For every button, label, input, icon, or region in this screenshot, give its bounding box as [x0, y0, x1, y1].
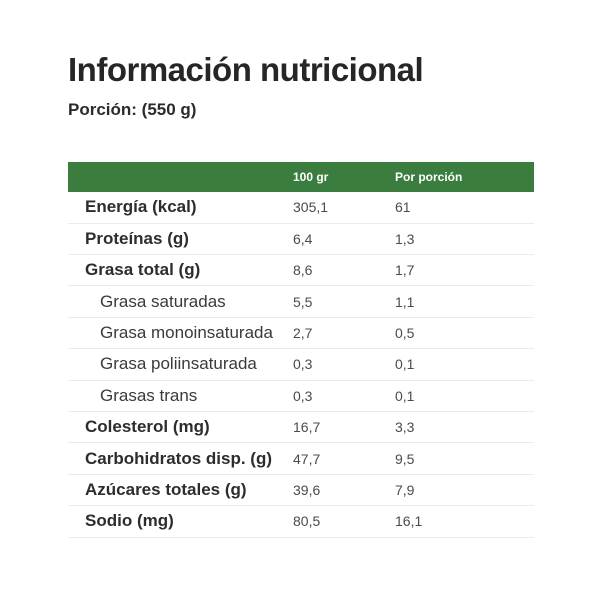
table-row: Grasas trans 0,3 0,1 — [68, 381, 534, 413]
row-value-per-portion: 1,3 — [395, 230, 415, 247]
row-value-per-portion: 3,3 — [395, 419, 415, 436]
header-col-100g: 100 gr — [293, 170, 329, 185]
row-value-per-100g: 16,7 — [293, 419, 321, 436]
row-value-per-100g: 80,5 — [293, 513, 321, 530]
portion-size-label: Porción: (550 g) — [68, 100, 197, 120]
row-value-per-portion: 0,1 — [395, 356, 415, 373]
table-row: Carbohidratos disp. (g) 47,7 9,5 — [68, 443, 534, 475]
table-row: Grasa monoinsaturada 2,7 0,5 — [68, 318, 534, 350]
nutrition-table: 100 gr Por porción Energía (kcal) 305,1 … — [68, 162, 534, 538]
row-nutrient-label: Grasa total (g) — [85, 260, 201, 280]
row-value-per-100g: 8,6 — [293, 262, 313, 279]
row-value-per-portion: 0,5 — [395, 325, 415, 342]
row-value-per-100g: 0,3 — [293, 356, 313, 373]
table-row: Colesterol (mg) 16,7 3,3 — [68, 412, 534, 444]
page-title: Información nutricional — [68, 51, 424, 88]
table-row: Sodio (mg) 80,5 16,1 — [68, 506, 534, 538]
row-nutrient-label: Proteínas (g) — [85, 228, 189, 248]
table-row: Grasa total (g) 8,6 1,7 — [68, 255, 534, 287]
row-nutrient-label: Grasa saturadas — [100, 291, 226, 311]
header-col-portion: Por porción — [395, 170, 463, 185]
table-row: Grasa poliinsaturada 0,3 0,1 — [68, 349, 534, 381]
row-value-per-portion: 1,1 — [395, 293, 415, 310]
row-value-per-portion: 16,1 — [395, 513, 423, 530]
table-header-row: 100 gr Por porción — [68, 162, 534, 193]
row-value-per-100g: 0,3 — [293, 387, 313, 404]
table-body: Energía (kcal) 305,1 61 Proteínas (g) 6,… — [68, 192, 534, 538]
row-nutrient-label: Grasa poliinsaturada — [100, 354, 257, 374]
row-value-per-portion: 61 — [395, 199, 411, 216]
row-value-per-100g: 2,7 — [293, 325, 313, 342]
row-value-per-portion: 0,1 — [395, 387, 415, 404]
table-row: Energía (kcal) 305,1 61 — [68, 192, 534, 224]
row-value-per-100g: 6,4 — [293, 230, 313, 247]
row-nutrient-label: Grasa monoinsaturada — [100, 323, 273, 343]
row-value-per-portion: 7,9 — [395, 482, 415, 498]
row-value-per-portion: 9,5 — [395, 450, 415, 467]
row-value-per-100g: 5,5 — [293, 293, 313, 310]
row-value-per-100g: 47,7 — [293, 450, 321, 467]
table-row: Azúcares totales (g) 39,6 7,9 — [68, 475, 534, 507]
row-nutrient-label: Energía (kcal) — [85, 197, 197, 217]
row-nutrient-label: Azúcares totales (g) — [85, 480, 247, 499]
row-value-per-100g: 39,6 — [293, 482, 321, 498]
row-nutrient-label: Grasas trans — [100, 385, 198, 405]
content-area: Información nutricional Porción: (550 g)… — [68, 51, 534, 538]
row-nutrient-label: Sodio (mg) — [85, 511, 174, 531]
row-nutrient-label: Carbohidratos disp. (g) — [85, 448, 272, 468]
table-row: Proteínas (g) 6,4 1,3 — [68, 224, 534, 256]
row-value-per-portion: 1,7 — [395, 262, 415, 279]
row-nutrient-label: Colesterol (mg) — [85, 417, 210, 437]
table-row: Grasa saturadas 5,5 1,1 — [68, 286, 534, 318]
row-value-per-100g: 305,1 — [293, 199, 329, 216]
